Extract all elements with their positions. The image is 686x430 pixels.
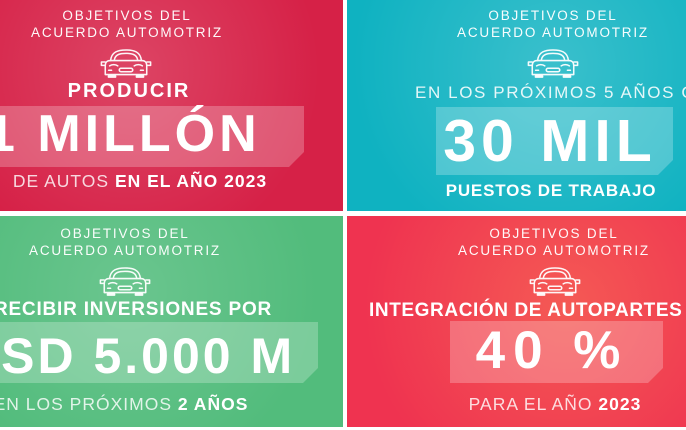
footer-bold-text: 2023 bbox=[598, 394, 642, 414]
footer-bold-text: 2 AÑOS bbox=[177, 394, 249, 414]
headline-figure: 30 MIL bbox=[443, 108, 657, 174]
car-front-icon bbox=[528, 263, 582, 298]
panel-header: OBJETIVOS DEL ACUERDO AUTOMOTRIZ bbox=[29, 225, 221, 259]
panel-footer: DE AUTOS EN EL AÑO 2023 bbox=[13, 171, 267, 192]
car-front-icon bbox=[526, 45, 580, 80]
highlight-band bbox=[436, 107, 673, 175]
highlight-band bbox=[0, 322, 318, 383]
panel-header: OBJETIVOS DEL ACUERDO AUTOMOTRIZ bbox=[31, 7, 223, 41]
panel-footer: PARA EL AÑO 2023 bbox=[469, 394, 642, 415]
panel-integracion-autopartes-40: OBJETIVOS DEL ACUERDO AUTOMOTRIZ INTEGRA… bbox=[347, 216, 686, 427]
car-front-icon bbox=[98, 263, 152, 298]
header-line-1: OBJETIVOS DEL bbox=[489, 226, 619, 241]
panel-lead-text: RECIBIR INVERSIONES POR bbox=[0, 299, 273, 320]
footer-light-text: EN LOS PRÓXIMOS bbox=[0, 394, 178, 414]
panel-header: OBJETIVOS DEL ACUERDO AUTOMOTRIZ bbox=[457, 7, 649, 41]
headline-figure: 1 MILLÓN bbox=[0, 105, 261, 163]
panel-inversiones-usd-5000m: OBJETIVOS DEL ACUERDO AUTOMOTRIZ RECIBIR… bbox=[0, 216, 343, 427]
header-line-2: ACUERDO AUTOMOTRIZ bbox=[457, 25, 649, 40]
footer-bold-text: EN EL AÑO 2023 bbox=[114, 171, 268, 191]
header-line-2: ACUERDO AUTOMOTRIZ bbox=[29, 243, 221, 258]
panel-producir-1-millon: OBJETIVOS DEL ACUERDO AUTOMOTRIZ PRODUCI… bbox=[0, 0, 343, 211]
panel-footer: PUESTOS DE TRABAJO bbox=[445, 181, 657, 200]
panel-crear-30-mil-puestos: OBJETIVOS DEL ACUERDO AUTOMOTRIZ EN LOS … bbox=[347, 0, 686, 211]
highlight-band bbox=[450, 321, 663, 383]
header-line-1: OBJETIVOS DEL bbox=[62, 8, 192, 23]
header-line-2: ACUERDO AUTOMOTRIZ bbox=[458, 243, 650, 258]
footer-light-text: DE AUTOS bbox=[12, 171, 115, 191]
highlight-band bbox=[0, 106, 304, 167]
header-line-1: OBJETIVOS DEL bbox=[60, 226, 190, 241]
headline-figure: USD 5.000 M bbox=[0, 328, 296, 384]
panel-lead-text: EN LOS PRÓXIMOS 5 AÑOS CREAR bbox=[415, 83, 686, 102]
panel-footer: EN LOS PRÓXIMOS 2 AÑOS bbox=[0, 394, 248, 415]
panel-header: OBJETIVOS DEL ACUERDO AUTOMOTRIZ bbox=[458, 225, 650, 259]
car-front-icon bbox=[99, 45, 153, 80]
panel-lead-text: INTEGRACIÓN DE AUTOPARTES ARGENT bbox=[369, 300, 686, 321]
headline-figure: 40 % bbox=[475, 321, 629, 380]
header-line-2: ACUERDO AUTOMOTRIZ bbox=[31, 25, 223, 40]
header-line-1: OBJETIVOS DEL bbox=[488, 8, 618, 23]
footer-light-text: PARA EL AÑO bbox=[468, 394, 599, 414]
panel-lead-text: PRODUCIR bbox=[67, 80, 191, 102]
